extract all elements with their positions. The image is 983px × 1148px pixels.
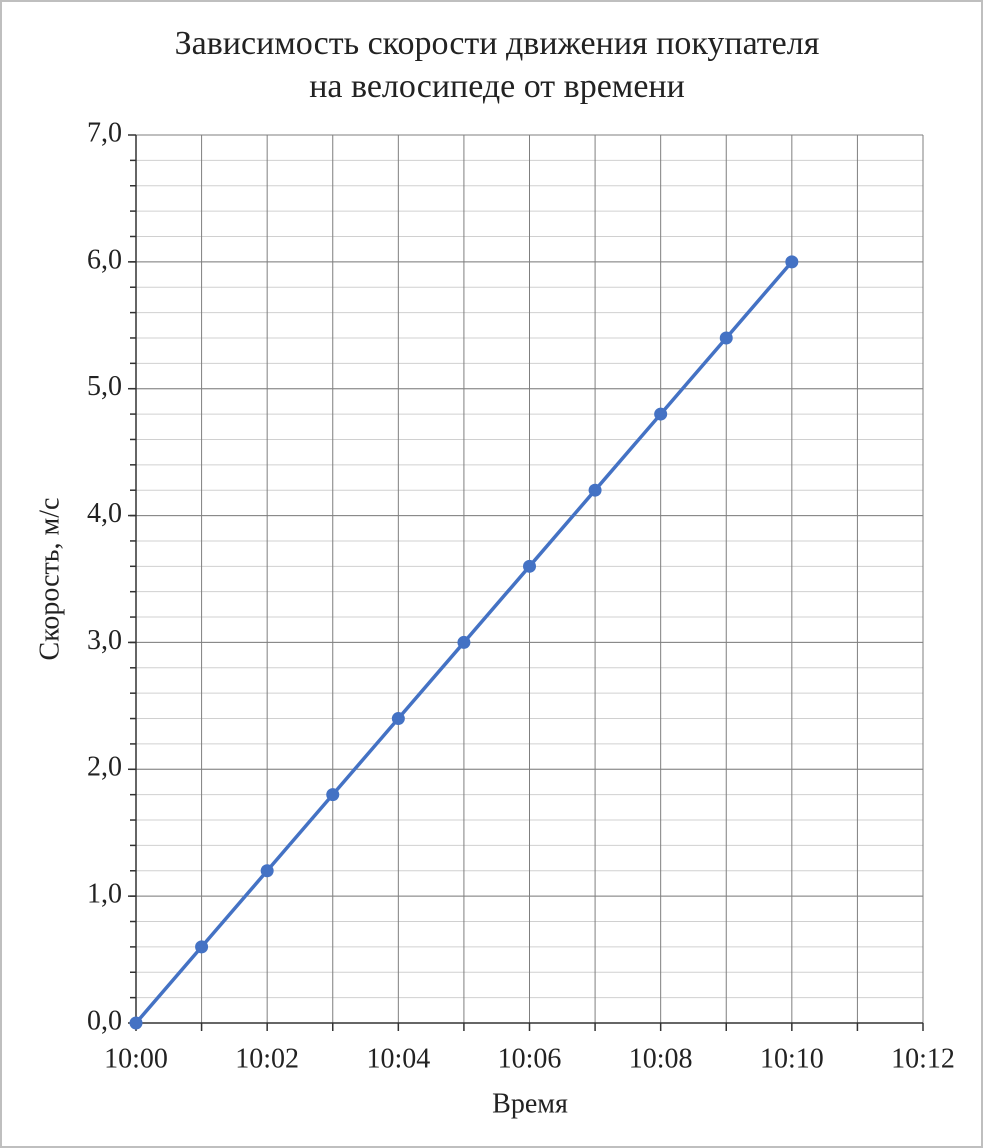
y-tick-label: 1,0 — [87, 879, 122, 910]
data-point — [457, 635, 471, 649]
x-tick-label: 10:12 — [891, 1043, 955, 1074]
x-tick-label: 10:02 — [235, 1043, 299, 1074]
x-tick-label: 10:00 — [104, 1043, 168, 1074]
y-tick-label: 6,0 — [87, 244, 122, 275]
data-point — [588, 483, 602, 497]
y-tick-label: 3,0 — [87, 625, 122, 656]
y-axis-label: Скорость, м/с — [34, 498, 65, 661]
x-tick-label: 10:04 — [366, 1043, 430, 1074]
x-axis-label: Время — [492, 1088, 568, 1119]
data-point — [129, 1016, 143, 1030]
data-point — [391, 712, 405, 726]
x-tick-label: 10:08 — [629, 1043, 693, 1074]
x-tick-label: 10:06 — [498, 1043, 562, 1074]
data-point — [719, 331, 733, 345]
x-tick-label: 10:10 — [760, 1043, 824, 1074]
data-point — [326, 788, 340, 802]
y-tick-label: 0,0 — [87, 1005, 122, 1036]
y-tick-label: 7,0 — [87, 117, 122, 148]
data-point — [654, 407, 668, 421]
y-tick-label: 2,0 — [87, 752, 122, 783]
chart-title: Зависимость скорости движения покупателя — [175, 25, 820, 62]
data-point — [523, 559, 536, 573]
chart-title: на велосипеде от времени — [309, 68, 685, 105]
data-point — [260, 864, 274, 878]
data-point — [195, 940, 209, 954]
data-point — [785, 255, 799, 269]
y-tick-label: 4,0 — [87, 498, 122, 529]
y-tick-label: 5,0 — [87, 371, 122, 402]
